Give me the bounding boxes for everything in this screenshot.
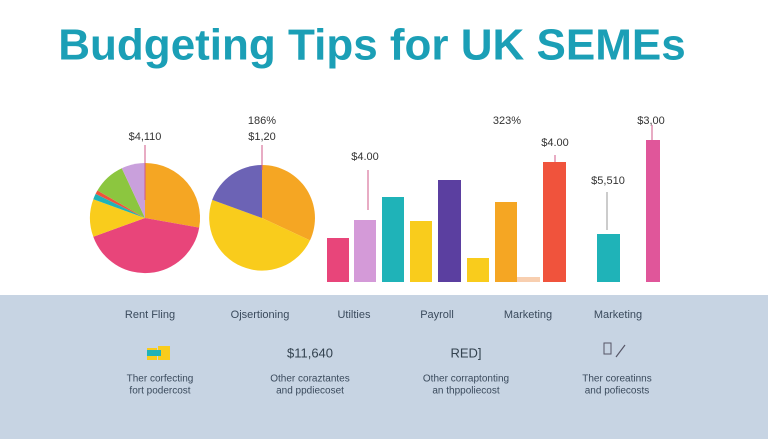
icon [147, 346, 170, 360]
value-label: $4.00 [541, 137, 569, 149]
value-label: $5,510 [591, 175, 625, 187]
value-label: $4,110 [129, 131, 162, 143]
pie-right [209, 145, 315, 271]
bottom-panel [0, 295, 768, 439]
caption: Ther coreatinns [582, 374, 651, 385]
caption: Other coraztantes [270, 374, 349, 385]
value-label: 186% [248, 115, 276, 127]
caption: Ther corfecting [127, 374, 194, 385]
bars [327, 125, 660, 282]
category: Marketing [504, 309, 552, 321]
caption: an thppoliecost [432, 386, 499, 397]
caption: Other corraptonting [423, 374, 509, 385]
category: Payroll [420, 309, 454, 321]
amount: $11,640 [287, 345, 333, 360]
title: Budgeting Tips for UK SEMEs [58, 21, 685, 70]
category: Ojsertioning [231, 309, 290, 321]
pie-left [89, 145, 201, 274]
category: Rent Fling [125, 309, 175, 321]
value-label: $3,00 [637, 115, 665, 127]
category: Utilties [337, 309, 371, 321]
value-label: $1,20 [248, 131, 276, 143]
category: Marketing [594, 309, 642, 321]
icon [603, 342, 626, 358]
caption: and ppdiecoset [276, 386, 344, 397]
amount: RED] [450, 345, 481, 360]
value-label: $4.00 [351, 151, 379, 163]
value-label: 323% [493, 115, 521, 127]
caption: fort podercost [129, 386, 190, 397]
caption: and pofiecosts [585, 386, 650, 397]
